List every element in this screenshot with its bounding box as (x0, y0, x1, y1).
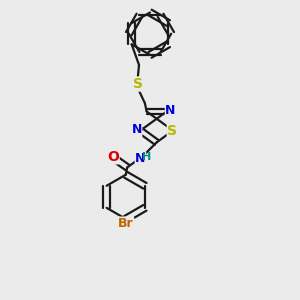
Text: O: O (107, 150, 119, 164)
Text: S: S (167, 124, 177, 138)
Text: N: N (165, 104, 176, 117)
Text: S: S (133, 77, 142, 91)
Text: H: H (142, 152, 152, 162)
Text: N: N (135, 152, 146, 165)
Text: N: N (131, 124, 142, 136)
Text: Br: Br (118, 217, 134, 230)
